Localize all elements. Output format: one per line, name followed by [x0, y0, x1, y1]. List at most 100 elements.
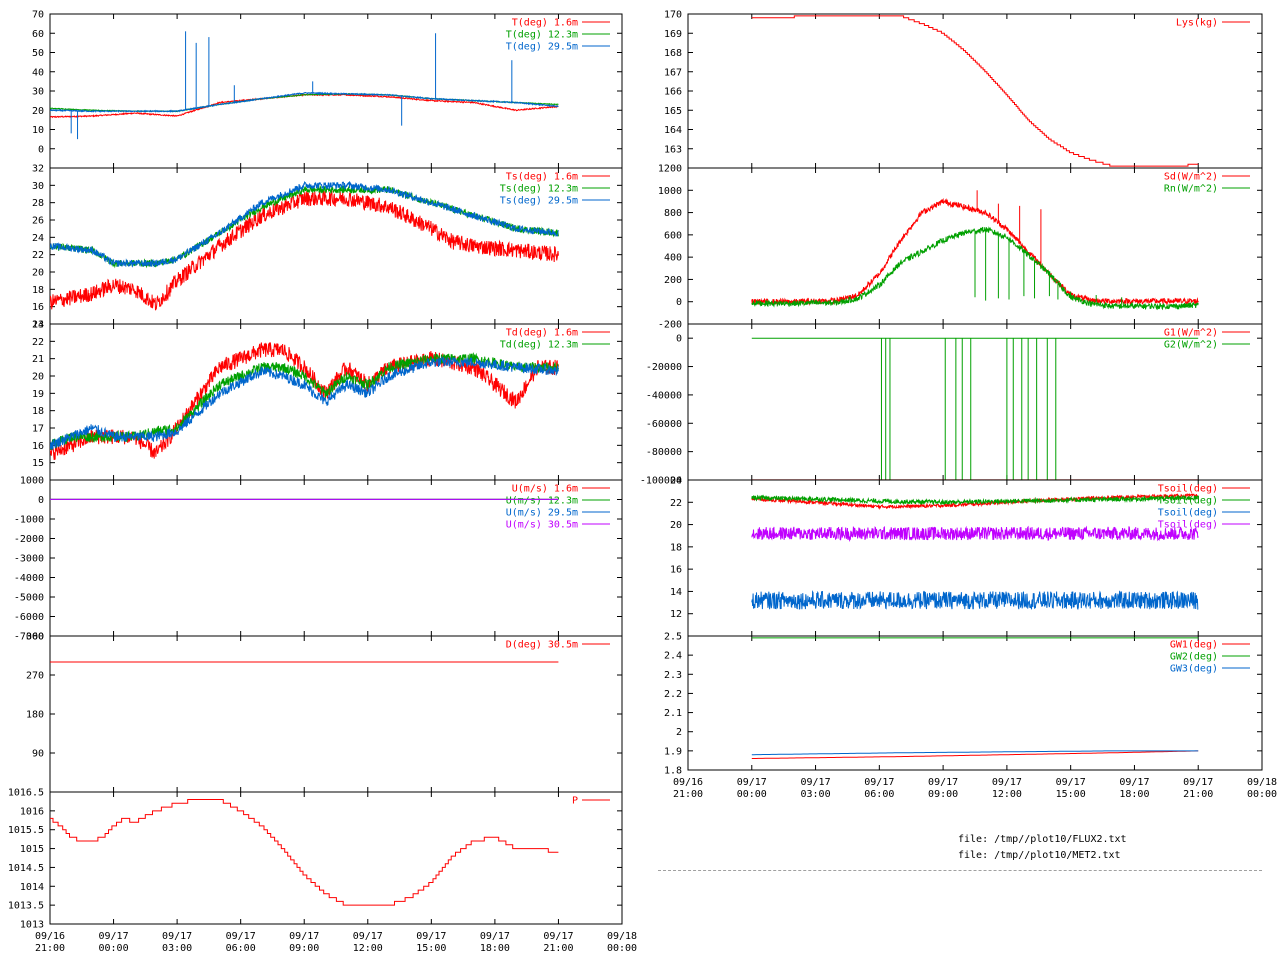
x-tick-label-time: 15:00	[1056, 789, 1086, 800]
plot-frame	[49, 635, 623, 793]
x-tick-label-date: 09/17	[801, 777, 831, 788]
y-tick-label: 2.1	[664, 708, 682, 719]
x-tick-label-date: 09/17	[289, 931, 319, 942]
y-tick-label: 12	[670, 609, 682, 620]
y-tick-label: -40000	[646, 390, 682, 401]
y-tick-label: 1.8	[664, 766, 682, 777]
series-line-t-2	[50, 91, 559, 113]
legend-label: G2(W/m^2)	[1164, 340, 1218, 351]
y-tick-label: 15	[32, 458, 44, 469]
x-tick-label-date: 09/16	[673, 777, 703, 788]
panel-u: -7000 -6000 -5000 -4000 -3000 -2000 -1000 0 1000…	[14, 476, 623, 643]
series-line-tsoil-1	[751, 494, 1199, 506]
x-tick-label-time: 21:00	[35, 943, 65, 954]
y-tick-label: 0	[38, 144, 44, 155]
y-tick-label: 163	[664, 144, 682, 155]
y-tick-label: -1000	[14, 515, 44, 526]
legend-label: Lys(kg)	[1176, 18, 1218, 29]
y-tick-label: 600	[664, 230, 682, 241]
y-tick-label: 16	[670, 565, 682, 576]
y-tick-label: 1015	[20, 844, 44, 855]
x-tick-label-date: 09/17	[1056, 777, 1086, 788]
y-tick-label: 24	[670, 476, 682, 487]
y-tick-label: 0	[676, 297, 682, 308]
y-tick-label: 18	[670, 542, 682, 553]
x-tick-label-time: 03:00	[801, 789, 831, 800]
panel-sd: -200 0 200 400 600 800 1000 1200 Sd(W/m^2)Rn(W/m…	[658, 164, 1263, 331]
x-tick-label-time: 15:00	[416, 943, 446, 954]
series-line-p-0	[50, 799, 559, 906]
x-tick-label-time: 03:00	[162, 943, 192, 954]
x-tick-label-date: 09/17	[226, 931, 256, 942]
plot-frame	[687, 13, 1263, 169]
y-tick-label: 60	[32, 29, 44, 40]
x-tick-label-date: 09/16	[35, 931, 65, 942]
y-tick-label: 20	[670, 520, 682, 531]
y-tick-label: 1014	[20, 882, 44, 893]
y-tick-label: 16	[32, 441, 44, 452]
legend-label: T(deg) 29.5m	[506, 42, 578, 53]
y-tick-label: 1014.5	[8, 863, 44, 874]
x-tick-label-date: 09/18	[607, 931, 637, 942]
y-tick-label: 22	[32, 250, 44, 261]
legend-label: GW3(deg)	[1170, 664, 1218, 675]
y-tick-label: 1200	[658, 164, 682, 175]
y-tick-label: 400	[664, 253, 682, 264]
legend-label: P	[572, 796, 578, 807]
y-tick-label: 164	[664, 125, 682, 136]
y-tick-label: 1013	[20, 920, 44, 931]
y-tick-label: 168	[664, 48, 682, 59]
y-tick-label: 22	[32, 337, 44, 348]
panel-tsoil: 12141618202224Tsoil(deg)Tsoil(deg)Tsoil(…	[670, 476, 1263, 637]
legend-label: D(deg) 30.5m	[506, 640, 578, 651]
series-line-gw-0	[751, 750, 1199, 759]
y-tick-label: 180	[26, 710, 44, 721]
x-tick-label-date: 09/17	[353, 931, 383, 942]
series-line-gw-2	[751, 750, 1199, 756]
y-tick-label: -3000	[14, 554, 44, 565]
y-tick-label: 70	[32, 10, 44, 21]
legend-label: Sd(W/m^2)	[1164, 172, 1218, 183]
y-tick-label: -20000	[646, 362, 682, 373]
y-tick-label: 166	[664, 87, 682, 98]
legend-label: Ts(deg) 12.3m	[500, 184, 578, 195]
x-tick-label-date: 09/18	[1247, 777, 1277, 788]
y-tick-label: 1000	[658, 186, 682, 197]
y-tick-label: -6000	[14, 612, 44, 623]
y-tick-label: 1016.5	[8, 788, 44, 799]
y-tick-label: 170	[664, 10, 682, 21]
y-tick-label: 1013.5	[8, 901, 44, 912]
x-tick-label-time: 21:00	[1183, 789, 1213, 800]
y-tick-label: 18	[32, 285, 44, 296]
y-tick-label: 2	[676, 727, 682, 738]
y-tick-label: 26	[32, 216, 44, 227]
y-tick-label: 360	[26, 632, 44, 643]
series-line-t-0	[50, 93, 559, 119]
y-tick-label: 19	[32, 389, 44, 400]
x-tick-label-time: 21:00	[673, 789, 703, 800]
y-tick-label: 28	[32, 198, 44, 209]
y-tick-label: 21	[32, 354, 44, 365]
y-tick-label: 1.9	[664, 746, 682, 757]
y-tick-label: -100000	[640, 476, 682, 487]
x-tick-label-time: 00:00	[607, 943, 637, 954]
y-tick-label: 30	[32, 87, 44, 98]
y-tick-label: -4000	[14, 573, 44, 584]
x-tick-label-time: 06:00	[226, 943, 256, 954]
legend-label: Td(deg) 1.6m	[506, 328, 578, 339]
x-tick-label-date: 09/17	[864, 777, 894, 788]
y-tick-label: 165	[664, 106, 682, 117]
y-tick-label: 50	[32, 48, 44, 59]
x-tick-label-time: 00:00	[1247, 789, 1277, 800]
series-line-lys-0	[751, 15, 1199, 167]
y-tick-label: 0	[676, 334, 682, 345]
panel-p: 1013 1013.5 1014 1014.5 1015 1015.5 1016 1016.5…	[8, 788, 637, 955]
legend-label: Tsoil(deg)	[1158, 496, 1218, 507]
y-tick-label: 2.3	[664, 670, 682, 681]
y-tick-label: 1016	[20, 806, 44, 817]
legend-label: Ts(deg) 29.5m	[500, 196, 578, 207]
panel-lys: 163 164 165 166 167 168 169 170 Lys(kg)	[664, 10, 1263, 169]
x-tick-label-time: 18:00	[1119, 789, 1149, 800]
y-tick-label: 14	[670, 587, 682, 598]
